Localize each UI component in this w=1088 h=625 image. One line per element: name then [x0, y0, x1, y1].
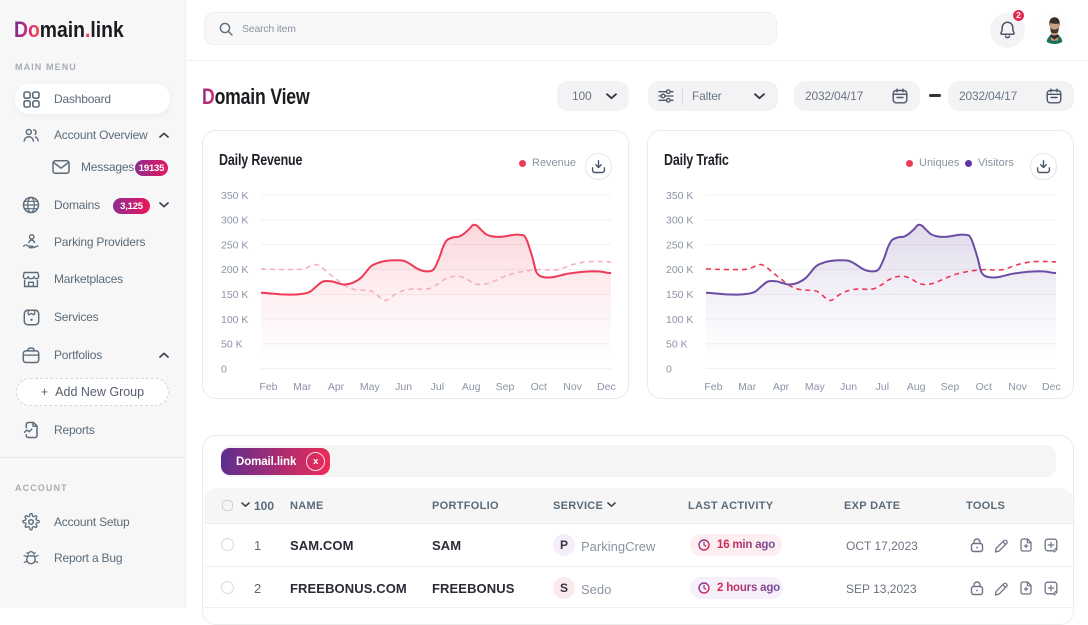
svg-text:May: May [360, 381, 381, 393]
svg-text:150 K: 150 K [666, 289, 693, 301]
svg-text:200 K: 200 K [221, 264, 248, 276]
svg-text:Nov: Nov [563, 381, 582, 393]
svg-text:Dec: Dec [1042, 381, 1061, 393]
svg-text:May: May [805, 381, 826, 393]
svg-text:250 K: 250 K [666, 239, 693, 251]
svg-text:Nov: Nov [1008, 381, 1027, 393]
svg-text:250 K: 250 K [221, 239, 248, 251]
svg-text:Feb: Feb [259, 381, 277, 393]
svg-text:50 K: 50 K [221, 339, 243, 351]
svg-text:Sep: Sep [496, 381, 515, 393]
svg-text:Aug: Aug [462, 381, 481, 393]
svg-text:0: 0 [666, 363, 672, 375]
svg-text:Jul: Jul [876, 381, 889, 393]
svg-text:300 K: 300 K [666, 215, 693, 227]
svg-text:Jun: Jun [840, 381, 857, 393]
svg-text:300 K: 300 K [221, 215, 248, 227]
svg-text:150 K: 150 K [221, 289, 248, 301]
svg-text:100 K: 100 K [666, 314, 693, 326]
svg-text:Oct: Oct [531, 381, 547, 393]
svg-text:Apr: Apr [328, 381, 345, 393]
svg-text:100 K: 100 K [221, 314, 248, 326]
svg-text:200 K: 200 K [666, 264, 693, 276]
svg-text:Mar: Mar [738, 381, 757, 393]
svg-text:Oct: Oct [976, 381, 992, 393]
svg-text:350 K: 350 K [221, 190, 248, 202]
svg-text:50 K: 50 K [666, 339, 688, 351]
svg-text:Apr: Apr [773, 381, 790, 393]
svg-text:Dec: Dec [597, 381, 616, 393]
svg-text:Jun: Jun [395, 381, 412, 393]
svg-text:Feb: Feb [704, 381, 722, 393]
svg-text:350 K: 350 K [666, 190, 693, 202]
svg-text:Aug: Aug [907, 381, 926, 393]
svg-text:Mar: Mar [293, 381, 312, 393]
svg-text:Sep: Sep [941, 381, 960, 393]
svg-text:Jul: Jul [431, 381, 444, 393]
svg-text:0: 0 [221, 363, 227, 375]
